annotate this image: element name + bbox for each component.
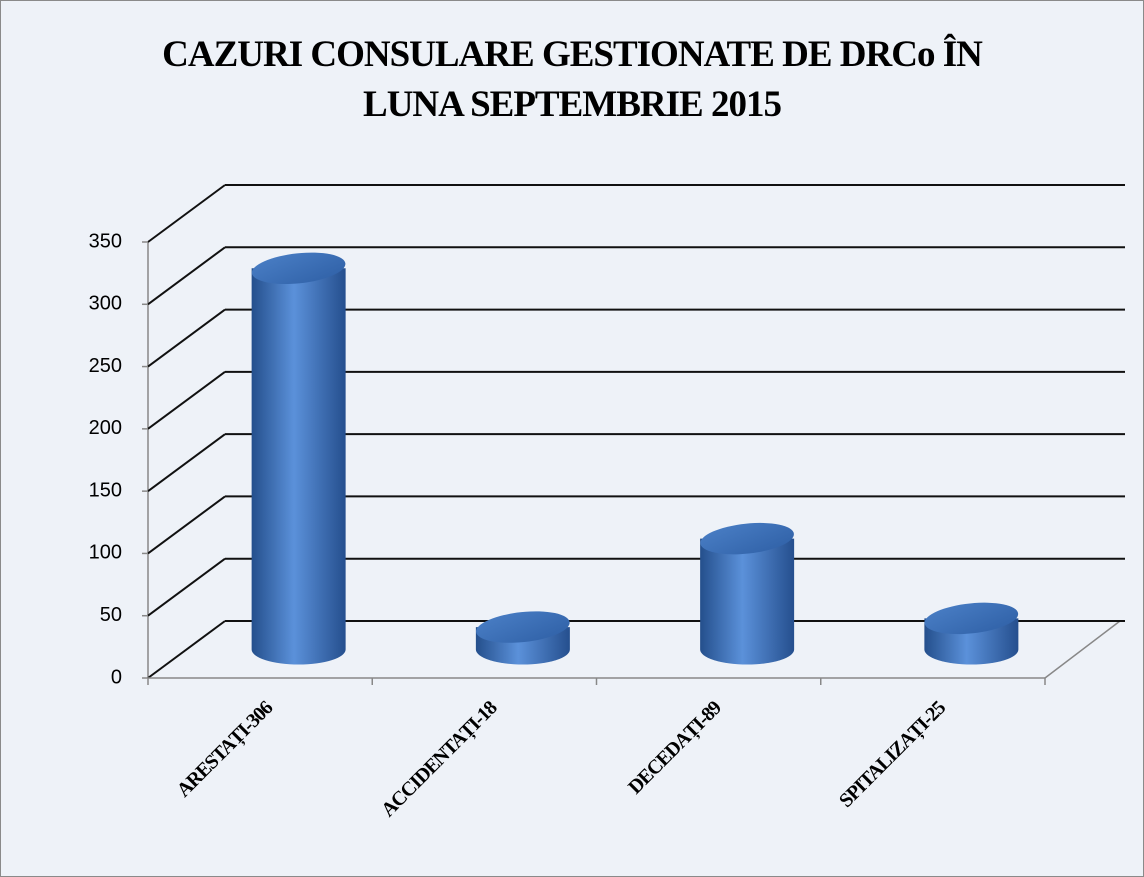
y-tick-label: 100 bbox=[89, 542, 122, 564]
chart-title: CAZURI CONSULARE GESTIONATE DE DRCo ÎN L… bbox=[162, 34, 983, 125]
y-tick-label: 50 bbox=[100, 604, 122, 626]
cylinder-body bbox=[251, 268, 346, 665]
cylinder bbox=[924, 602, 1019, 665]
x-tick-label: ACCIDENTAȚI-18 bbox=[377, 697, 502, 822]
floor-right-edge bbox=[1044, 620, 1121, 679]
y-tick-label: 150 bbox=[89, 479, 122, 501]
x-tick-label: DECEDAȚI-89 bbox=[624, 697, 727, 800]
y-tick-label: 200 bbox=[89, 417, 122, 439]
cylinder-body bbox=[700, 538, 795, 665]
y-tick-label: 300 bbox=[89, 293, 122, 315]
cylinder-top bbox=[476, 611, 570, 643]
grid-line bbox=[147, 620, 226, 679]
grid-line bbox=[147, 495, 226, 555]
cylinder bbox=[700, 522, 795, 665]
grid-line bbox=[147, 557, 226, 617]
y-tick-label: 0 bbox=[111, 666, 122, 688]
grid-line bbox=[147, 184, 226, 243]
y-tick-label: 250 bbox=[89, 355, 122, 377]
x-tick-label: SPITALIZAȚI-25 bbox=[835, 697, 951, 813]
cylinder-top bbox=[700, 522, 794, 555]
grid-line bbox=[147, 246, 226, 306]
grid-line bbox=[147, 371, 226, 430]
y-tick-label: 350 bbox=[89, 230, 122, 252]
cylinder-top bbox=[924, 602, 1019, 635]
cylinder bbox=[475, 611, 570, 665]
grid-line bbox=[147, 308, 226, 368]
grid-line bbox=[147, 433, 226, 492]
cylinder bbox=[251, 252, 346, 665]
x-tick-label: ARESTAȚI-306 bbox=[173, 697, 279, 803]
cylinder-top bbox=[251, 252, 346, 285]
